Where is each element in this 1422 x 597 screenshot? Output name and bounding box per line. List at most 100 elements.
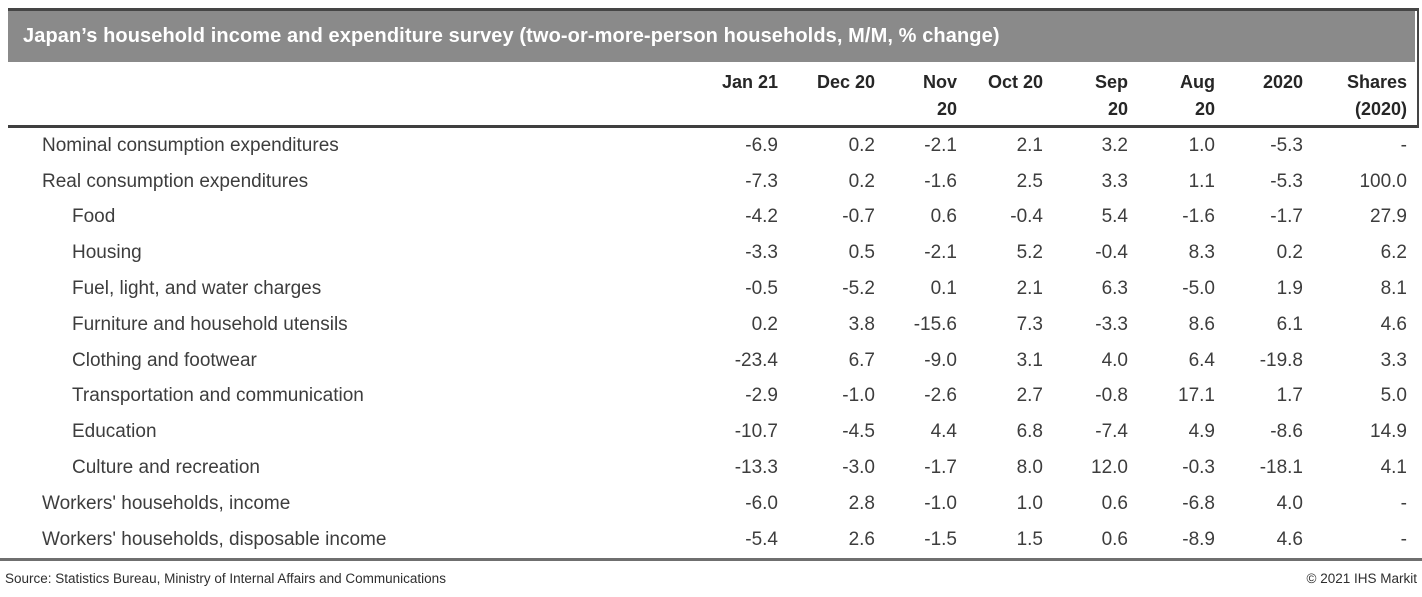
cell-value: -3.3 <box>1095 313 1128 335</box>
cell-value: -1.7 <box>924 457 957 479</box>
cell-value: 8.6 <box>1188 313 1215 335</box>
title-bar: Japan’s household income and expenditure… <box>8 11 1415 62</box>
header-right-rule <box>1417 8 1419 128</box>
cell-value: -5.3 <box>1270 170 1303 192</box>
figure-title: Japan’s household income and expenditure… <box>23 25 1000 47</box>
cell-value: 14.9 <box>1370 421 1407 443</box>
cell-value: 2.1 <box>1016 134 1043 156</box>
cell-value: -0.4 <box>1010 206 1043 228</box>
cell-value: -0.8 <box>1095 385 1128 407</box>
cell-value: -6.0 <box>745 492 778 514</box>
cell-value: 8.0 <box>1016 457 1043 479</box>
cell-value: 6.1 <box>1276 313 1303 335</box>
cell-value: -5.3 <box>1270 134 1303 156</box>
cell-value: 4.4 <box>930 421 957 443</box>
cell-value: -0.3 <box>1182 457 1215 479</box>
cell-value: -5.4 <box>745 528 778 550</box>
cell-value: 6.4 <box>1188 349 1215 371</box>
cell-value: 8.1 <box>1380 278 1407 300</box>
cell-value: -3.3 <box>745 242 778 264</box>
cell-value: 2.5 <box>1016 170 1043 192</box>
cell-value: 0.6 <box>1101 528 1128 550</box>
cell-value: 3.1 <box>1016 349 1043 371</box>
cell-value: -2.6 <box>924 385 957 407</box>
cell-value: 1.0 <box>1016 492 1043 514</box>
column-header: Nov 20 <box>922 72 957 119</box>
top-rule <box>8 8 1419 11</box>
cell-value: 27.9 <box>1370 206 1407 228</box>
cell-value: 7.3 <box>1016 313 1043 335</box>
table-row: Clothing and footwear -23.4 6.7 -9.0 3.1 4.0 6… <box>0 343 1422 379</box>
table-row: Culture and recreation -13.3 -3.0 -1.7 8.0 12… <box>0 450 1422 486</box>
cell-value: -4.5 <box>842 421 875 443</box>
cell-value: -15.6 <box>913 313 957 335</box>
cell-value: -0.4 <box>1095 242 1128 264</box>
cell-value: 2.1 <box>1016 278 1043 300</box>
column-header: Jan 21 <box>721 72 778 92</box>
cell-value: 3.2 <box>1101 134 1128 156</box>
row-label: Workers' households, income <box>42 492 291 514</box>
cell-value: -3.0 <box>842 457 875 479</box>
cell-value: 1.9 <box>1276 278 1303 300</box>
cell-value: 3.8 <box>848 313 875 335</box>
source-note: Source: Statistics Bureau, Ministry of I… <box>5 570 446 586</box>
cell-value: 2.6 <box>848 528 875 550</box>
cell-value: -5.2 <box>842 278 875 300</box>
cell-value: 6.7 <box>848 349 875 371</box>
cell-value: 8.3 <box>1188 242 1215 264</box>
cell-value: 0.2 <box>848 170 875 192</box>
cell-value: -4.2 <box>745 206 778 228</box>
table-row: Housing -3.3 0.5 -2.1 5.2 -0.4 8.3 0.2 6.2 <box>0 235 1422 271</box>
cell-value: -1.6 <box>1182 206 1215 228</box>
table-row: Nominal consumption expenditures -6.9 0.2 -… <box>0 128 1422 164</box>
row-label: Transportation and communication <box>72 385 364 407</box>
row-label: Nominal consumption expenditures <box>42 134 339 156</box>
cell-value: 6.2 <box>1380 242 1407 264</box>
cell-value: 12.0 <box>1091 457 1128 479</box>
cell-value: 4.1 <box>1380 457 1407 479</box>
cell-value: 5.4 <box>1101 206 1128 228</box>
cell-value: 17.1 <box>1178 385 1215 407</box>
cell-value: -9.0 <box>924 349 957 371</box>
row-label: Workers' households, disposable income <box>42 528 387 550</box>
cell-value: 0.2 <box>848 134 875 156</box>
cell-value: -1.7 <box>1270 206 1303 228</box>
cell-value: 4.0 <box>1276 492 1303 514</box>
table-body: Nominal consumption expenditures -6.9 0.2 -… <box>0 128 1422 558</box>
cell-value: 0.6 <box>1101 492 1128 514</box>
cell-value: - <box>1400 528 1407 550</box>
cell-value: -18.1 <box>1259 457 1303 479</box>
cell-value: 1.7 <box>1276 385 1303 407</box>
cell-value: 3.3 <box>1380 349 1407 371</box>
cell-value: -7.4 <box>1095 421 1128 443</box>
cell-value: 100.0 <box>1359 170 1407 192</box>
cell-value: 4.6 <box>1380 313 1407 335</box>
column-header: Aug 20 <box>1180 72 1215 119</box>
table-row: Workers' households, disposable income -5… <box>0 522 1422 558</box>
row-label: Culture and recreation <box>72 457 260 479</box>
row-label: Fuel, light, and water charges <box>72 278 322 300</box>
footer: Source: Statistics Bureau, Ministry of I… <box>0 561 1422 586</box>
cell-value: -2.1 <box>924 134 957 156</box>
cell-value: -0.7 <box>842 206 875 228</box>
row-label: Clothing and footwear <box>72 349 257 371</box>
cell-value: -7.3 <box>745 170 778 192</box>
cell-value: 6.8 <box>1016 421 1043 443</box>
cell-value: 5.0 <box>1380 385 1407 407</box>
column-header: Dec 20 <box>816 72 875 92</box>
cell-value: -2.9 <box>745 385 778 407</box>
table-row: Real consumption expenditures -7.3 0.2 -1.6… <box>0 164 1422 200</box>
cell-value: -6.9 <box>745 134 778 156</box>
cell-value: -8.6 <box>1270 421 1303 443</box>
row-label: Education <box>72 421 157 443</box>
copyright-note: © 2021 IHS Markit <box>1306 570 1418 586</box>
cell-value: 5.2 <box>1016 242 1043 264</box>
cell-value: -8.9 <box>1182 528 1215 550</box>
cell-value: 6.3 <box>1101 278 1128 300</box>
column-header: Shares (2020) <box>1346 72 1407 119</box>
table-row: Food -4.2 -0.7 0.6 -0.4 5.4 -1.6 -1.7 27.9 <box>0 200 1422 236</box>
table-row: Fuel, light, and water charges -0.5 -5.2 0.… <box>0 271 1422 307</box>
cell-value: 1.5 <box>1016 528 1043 550</box>
cell-value: 4.6 <box>1276 528 1303 550</box>
